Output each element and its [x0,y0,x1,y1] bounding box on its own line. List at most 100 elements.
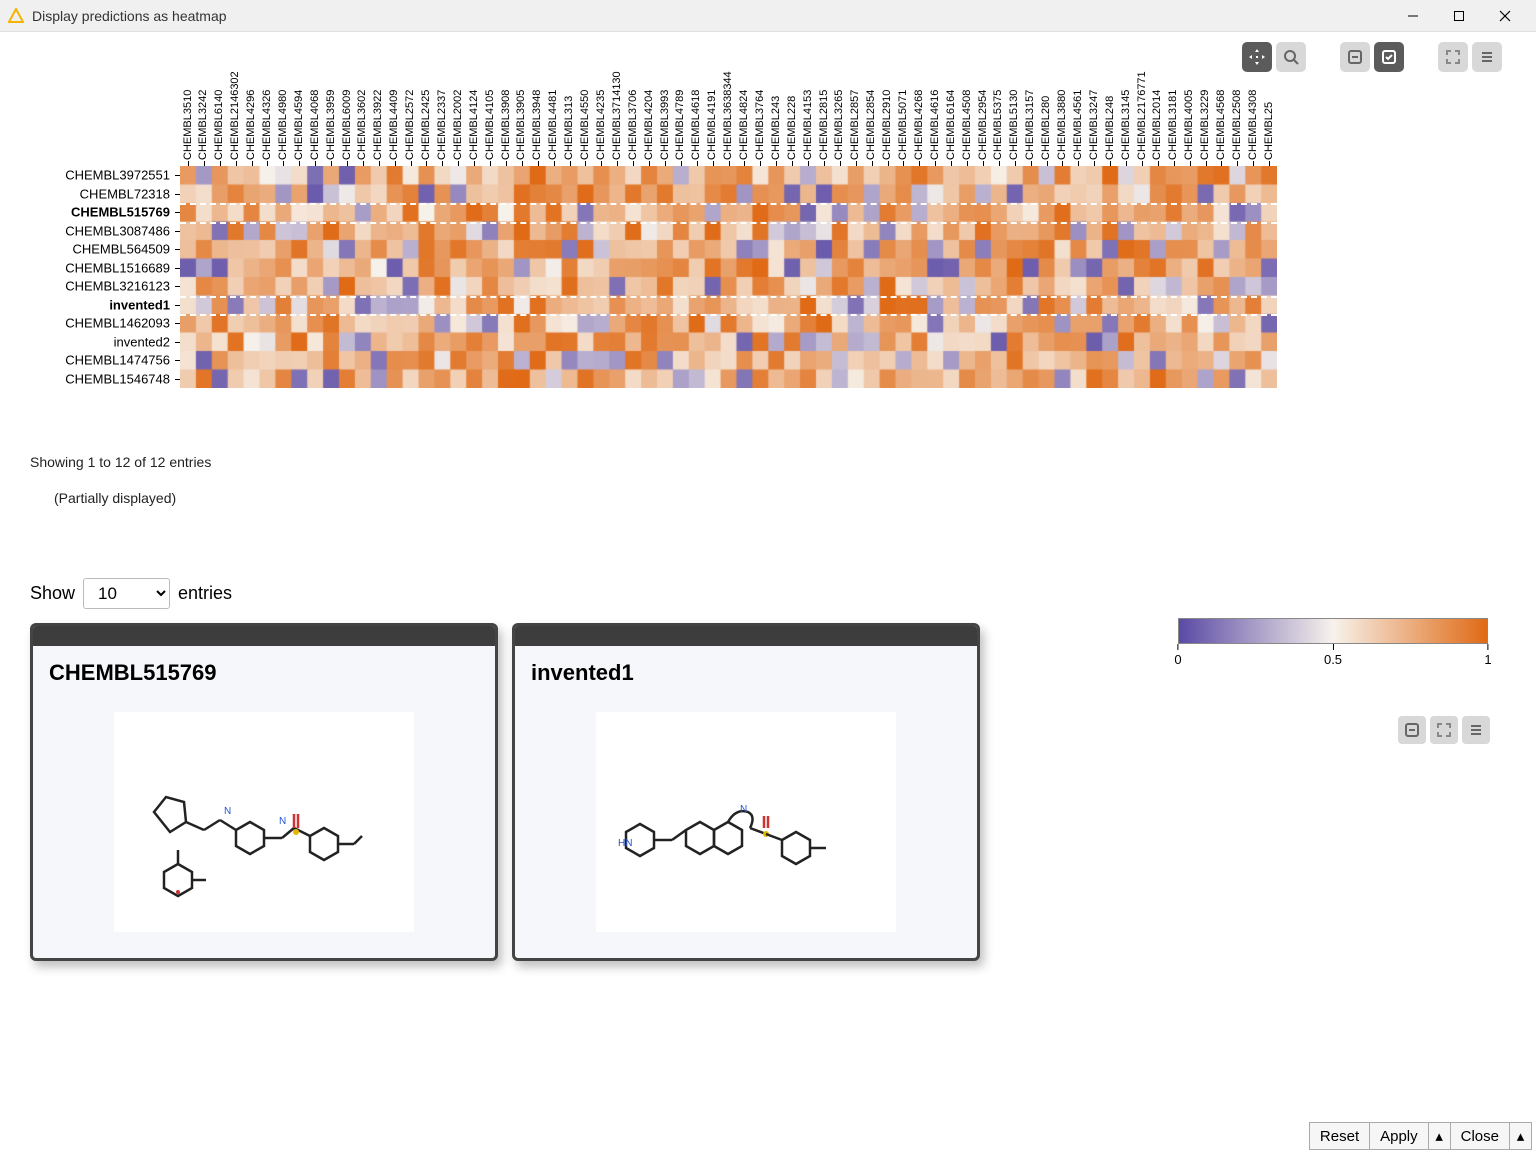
col-label: CHEMBL3706 [627,90,639,160]
col-label: CHEMBL4105 [484,90,496,160]
col-label: CHEMBL3880 [1056,90,1068,160]
col-label: CHEMBL4296 [245,90,257,160]
row-label: invented1 [109,297,170,312]
molecule-structure: N N [114,712,414,932]
col-label: CHEMBL4980 [277,90,289,160]
col-label: CHEMBL2854 [865,90,877,160]
apply-menu-button[interactable]: ▴ [1429,1122,1451,1150]
col-label: CHEMBL2508 [1231,90,1243,160]
close-menu-button[interactable]: ▴ [1510,1122,1532,1150]
minimize-button[interactable] [1390,0,1436,32]
entries-select[interactable]: 102550100 [83,578,170,609]
col-label: CHEMBL4068 [309,90,321,160]
menu-button[interactable] [1472,42,1502,72]
col-label: CHEMBL4308 [1247,90,1259,160]
col-label: CHEMBL6164 [945,90,957,160]
card-row: CHEMBL515769 N N invented1 HN N [30,623,1506,961]
col-label: CHEMBL3265 [833,90,845,160]
reset-button[interactable]: Reset [1309,1122,1370,1150]
col-label: CHEMBL4124 [468,90,480,160]
legend-tick: 0.5 [1324,644,1342,667]
col-label: CHEMBL5375 [992,90,1004,160]
zoom-tool-button[interactable] [1276,42,1306,72]
deselect-button[interactable] [1340,42,1370,72]
col-label: CHEMBL4594 [293,90,305,160]
move-tool-button[interactable] [1242,42,1272,72]
card-deselect-button[interactable] [1398,716,1426,744]
close-window-button[interactable] [1482,0,1528,32]
card-toolbar [1398,716,1490,744]
col-label: CHEMBL4824 [738,90,750,160]
top-toolbar [0,32,1536,76]
svg-text:N: N [740,804,747,815]
col-label: CHEMBL4409 [388,90,400,160]
col-label: CHEMBL2146302 [229,71,241,160]
row-label: CHEMBL72318 [80,186,170,201]
svg-text:HN: HN [618,838,632,849]
col-label: CHEMBL4204 [643,90,655,160]
col-label: CHEMBL4789 [674,90,686,160]
row-label: CHEMBL3216123 [65,279,170,294]
col-label: CHEMBL3993 [659,90,671,160]
col-label: CHEMBL3922 [372,90,384,160]
compound-card[interactable]: invented1 HN N [512,623,980,961]
molecule-structure: HN N [596,712,896,932]
col-label: CHEMBL228 [786,96,798,160]
col-label: CHEMBL3510 [182,90,194,160]
col-label: CHEMBL2002 [452,90,464,160]
row-label: CHEMBL3972551 [65,168,170,183]
col-label: CHEMBL4616 [929,90,941,160]
heatmap-canvas[interactable] [180,166,1277,388]
legend-tick: 0 [1174,644,1181,667]
col-label: CHEMBL4191 [706,90,718,160]
col-label: CHEMBL6140 [213,90,225,160]
maximize-button[interactable] [1436,0,1482,32]
card-title: CHEMBL515769 [33,646,495,694]
row-label: invented2 [114,334,170,349]
col-label: CHEMBL3959 [325,90,337,160]
row-label: CHEMBL3087486 [65,223,170,238]
entries-label-before: Show [30,583,75,604]
col-label: CHEMBL25 [1263,102,1275,160]
col-label: CHEMBL2857 [849,90,861,160]
col-label: CHEMBL5130 [1008,90,1020,160]
col-label: CHEMBL3714130 [611,71,623,160]
apply-button[interactable]: Apply [1370,1122,1429,1150]
status-partial: (Partially displayed) [54,490,1506,506]
titlebar: Display predictions as heatmap [0,0,1536,32]
col-label: CHEMBL3905 [515,90,527,160]
col-label: CHEMBL2176771 [1136,71,1148,160]
col-label: CHEMBL313 [563,96,575,160]
svg-text:N: N [279,816,286,827]
card-header [515,626,977,646]
row-label: CHEMBL1546748 [65,371,170,386]
col-label: CHEMBL3908 [500,90,512,160]
col-label: CHEMBL3948 [531,90,543,160]
col-label: CHEMBL4268 [913,90,925,160]
legend-tick: 1 [1484,644,1491,667]
select-button[interactable] [1374,42,1404,72]
heatmap: CHEMBL3510CHEMBL3242CHEMBL6140CHEMBL2146… [180,166,1506,388]
compound-card[interactable]: CHEMBL515769 N N [30,623,498,961]
fullscreen-button[interactable] [1438,42,1468,72]
col-label: CHEMBL4508 [961,90,973,160]
col-label: CHEMBL2910 [881,90,893,160]
col-label: CHEMBL4235 [595,90,607,160]
entries-label-after: entries [178,583,232,604]
row-label: CHEMBL1516689 [65,260,170,275]
col-label: CHEMBL4005 [1183,90,1195,160]
col-label: CHEMBL3764 [754,90,766,160]
window-title: Display predictions as heatmap [32,8,1390,24]
color-legend: 00.51 [1178,618,1488,664]
card-fullscreen-button[interactable] [1430,716,1458,744]
col-label: CHEMBL2337 [436,90,448,160]
close-button[interactable]: Close [1451,1122,1510,1150]
app-icon [8,8,24,24]
col-label: CHEMBL248 [1104,96,1116,160]
card-menu-button[interactable] [1462,716,1490,744]
col-label: CHEMBL2014 [1151,90,1163,160]
row-label: CHEMBL1462093 [65,316,170,331]
col-label: CHEMBL2425 [420,90,432,160]
col-label: CHEMBL3181 [1167,90,1179,160]
col-label: CHEMBL5071 [897,90,909,160]
